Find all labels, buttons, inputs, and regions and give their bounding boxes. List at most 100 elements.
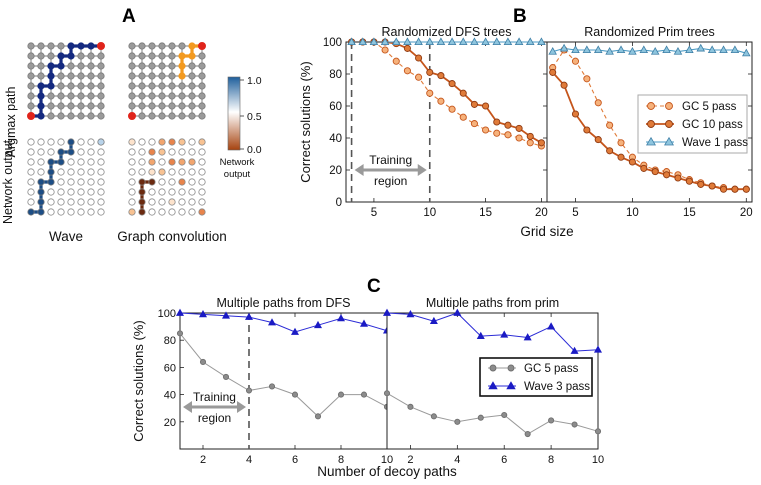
grid-node xyxy=(127,112,136,121)
grid-node xyxy=(178,102,186,110)
data-point xyxy=(548,46,557,55)
data-point xyxy=(593,345,603,353)
chart-randomized-prim: Randomized Prim trees 5 10 15 20 Grid size GC … xyxy=(520,25,752,239)
data-point xyxy=(524,430,531,438)
plot-frame xyxy=(179,312,388,450)
grid-node xyxy=(188,102,196,110)
grid-node xyxy=(178,148,186,156)
grid-node xyxy=(37,92,45,100)
grid-node xyxy=(178,198,186,206)
grid-node xyxy=(198,198,206,206)
grid-node xyxy=(97,138,105,146)
data-point xyxy=(616,45,626,54)
y-axis-label: Correct solutions (%) xyxy=(131,320,146,441)
grid-node xyxy=(148,52,156,60)
grid-node xyxy=(168,42,176,50)
grid-node xyxy=(148,148,156,156)
grid-node xyxy=(198,82,206,90)
grid-node xyxy=(128,168,136,176)
grid-node xyxy=(87,102,95,110)
grid-node xyxy=(178,72,186,80)
y-axis-label: Correct solutions (%) xyxy=(298,61,313,182)
grid-node xyxy=(97,198,105,206)
grid-node xyxy=(67,62,75,70)
grid-node xyxy=(198,188,206,196)
grid-node xyxy=(148,188,156,196)
data-point xyxy=(360,391,368,398)
grid-node xyxy=(168,148,176,156)
chart-title: Randomized DFS trees xyxy=(382,25,512,39)
grid-node xyxy=(138,112,146,120)
data-point xyxy=(559,43,569,52)
data-point xyxy=(571,421,578,428)
grid-node xyxy=(27,168,35,176)
grid-node xyxy=(148,102,156,110)
grid-node xyxy=(148,208,156,216)
data-point xyxy=(358,37,368,46)
grid-node xyxy=(87,52,95,60)
legend-marker xyxy=(506,381,516,390)
data-point xyxy=(245,387,253,394)
grid-node xyxy=(158,188,166,196)
grid-node xyxy=(168,102,176,110)
legend-label: GC 5 pass xyxy=(682,101,737,113)
grid-node xyxy=(97,148,105,156)
grid-node xyxy=(47,82,55,90)
grid-node xyxy=(128,62,136,70)
grid-node xyxy=(47,208,55,216)
grid-node xyxy=(37,112,45,120)
data-point xyxy=(696,43,706,52)
data-point xyxy=(290,327,300,335)
y-tick-label: 100 xyxy=(323,37,342,49)
grid-node xyxy=(148,168,156,176)
training-label: Training xyxy=(193,390,236,404)
grid-node xyxy=(27,138,35,146)
grid-node xyxy=(148,82,156,90)
grid-node xyxy=(57,52,65,60)
grid-node xyxy=(188,158,196,166)
y-tick-label: 20 xyxy=(329,165,342,177)
grid-node xyxy=(47,188,55,196)
data-point xyxy=(651,168,659,176)
grid-node xyxy=(158,158,166,166)
grid-node xyxy=(198,208,206,216)
grid-node xyxy=(158,42,166,50)
grid-node xyxy=(37,82,45,90)
legend-box xyxy=(479,357,593,397)
data-point xyxy=(336,314,346,322)
gc-argmax-grid xyxy=(127,42,206,121)
grid-node xyxy=(148,42,156,50)
grid-node xyxy=(168,198,176,206)
grid-node xyxy=(77,168,85,176)
data-point xyxy=(199,358,207,366)
grid-node xyxy=(138,62,146,70)
grid-node xyxy=(57,198,65,206)
data-point xyxy=(719,45,728,54)
grid-node xyxy=(158,148,166,156)
grid-node xyxy=(198,72,206,80)
grid-node xyxy=(57,138,65,146)
grid-node xyxy=(128,178,136,186)
grid-node xyxy=(178,158,186,166)
col-label-wave: Wave xyxy=(49,229,83,244)
data-point xyxy=(731,185,739,193)
data-point xyxy=(415,73,423,81)
data-point xyxy=(382,308,392,316)
grid-node xyxy=(67,148,75,156)
grid-node xyxy=(27,92,35,100)
data-point xyxy=(549,68,557,76)
grid-node xyxy=(67,178,75,186)
legend-marker xyxy=(489,364,497,372)
data-point xyxy=(708,182,716,190)
data-point xyxy=(380,37,390,46)
data-point xyxy=(500,330,509,338)
grid-node xyxy=(37,178,45,186)
data-point xyxy=(628,158,636,166)
x-tick-label: 6 xyxy=(501,454,507,466)
grid-node xyxy=(77,92,85,100)
data-point xyxy=(571,110,580,118)
y-tick-label: 40 xyxy=(329,133,342,145)
grid-node xyxy=(178,42,186,50)
data-point xyxy=(381,46,389,54)
grid-node xyxy=(97,62,105,70)
